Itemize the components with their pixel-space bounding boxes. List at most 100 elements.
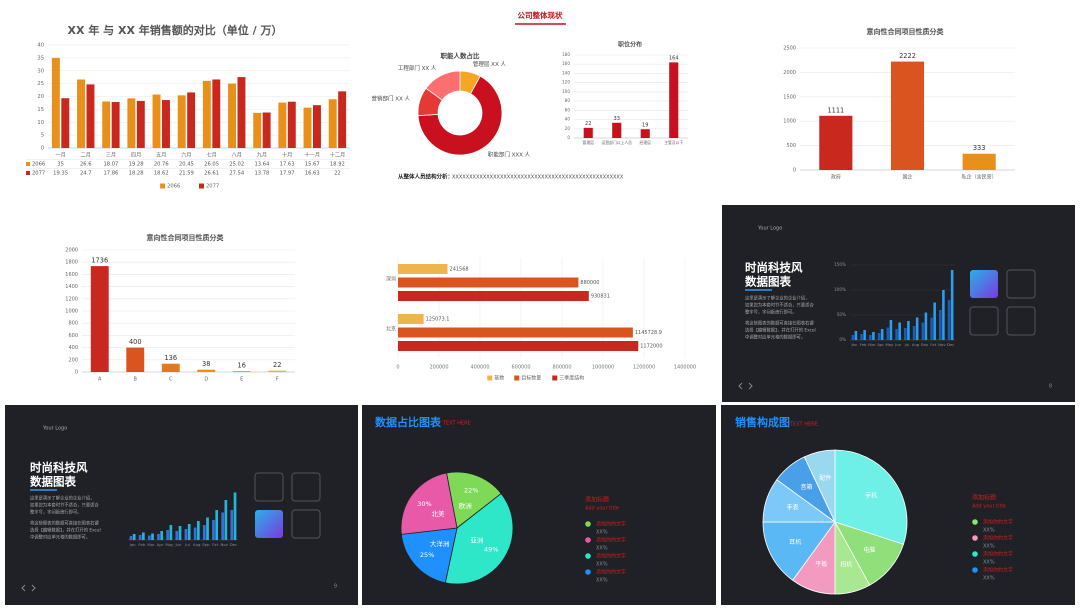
slice-label: 工程部门 XX 人 [398,64,437,72]
slice-label: 手表 [787,504,799,512]
slice-label: 管理层 XX 人 [473,60,507,68]
legend-label: 添加你的文字 [596,569,626,576]
bar [669,62,679,138]
x-tick-label: May [885,342,894,347]
x-tick-label: 管理层 [583,140,595,145]
table-cell: 20.45 [179,162,194,168]
x-tick-label: Aug [193,542,201,547]
legend-label: 添加你的文字 [596,537,626,544]
table-row-label: 2066 [32,162,45,168]
nav-arrow [738,382,743,390]
bar [126,347,145,372]
bar [930,317,933,340]
table-row-label: 2077 [32,171,45,177]
page-number: 9 [334,584,337,590]
chart-title: 销售构成图 [735,415,790,429]
bar [177,95,186,148]
body-text: 这里是演示了解企业的企业介绍， [30,495,94,502]
table-cell: 18.62 [154,171,169,177]
bar [872,332,875,340]
bar [202,80,211,148]
bar [303,107,312,148]
bar [136,100,145,148]
y-tick-label: 40 [37,43,44,49]
x-tick-label: Feb [138,542,145,547]
data-label: 2222 [899,52,916,60]
value-label: 25% [420,551,434,559]
bar [151,533,154,540]
bar [869,335,872,340]
table-cell: 15.67 [305,162,320,168]
y-tick-label: 1500 [783,94,796,100]
table-cell: 18.92 [330,162,345,168]
value-label: 30% [417,500,431,508]
table-cell: 19.35 [53,171,68,177]
bar [890,61,925,170]
y-tick-label: 15 [37,107,44,113]
bar [262,112,271,148]
bar [161,363,180,372]
table-cell: 35 [57,162,64,168]
bar [253,112,262,148]
x-tick-label: Oct [212,542,219,547]
bar [898,322,901,340]
legend-swatch [26,171,30,175]
nav-arrow [21,584,26,592]
body-text: 中调整对应单元格的数据即可。 [745,334,805,341]
bar [233,492,237,540]
bar [287,101,296,148]
bar [942,290,945,340]
legend-label: 添加你的文字 [983,551,1013,558]
x-tick-label: 1400000 [674,365,696,371]
x-tick-label: Oct [930,342,937,347]
bar [860,334,863,340]
bar [398,291,589,301]
data-label: 19 [642,123,648,129]
y-tick-label: 1000 [783,119,796,125]
chart-title: XX 年 与 XX 年销售额的对比（单位 / 万） [68,23,283,37]
table-cell: 17.97 [280,171,295,177]
y-tick-label: 1600 [65,272,78,278]
y-tick-label: 180 [562,52,570,57]
data-label: 22 [585,121,591,127]
table-cell: 21.59 [179,171,194,177]
legend-value: XX% [983,576,995,582]
x-tick-label: C [169,377,173,383]
bar [202,525,206,540]
y-tick-label: 35 [37,55,44,61]
deco-square [291,472,321,502]
bar [90,266,109,372]
x-tick-label: Sep [202,542,210,547]
x-tick-label: 十一月 [304,151,320,159]
nav-arrow [748,382,753,390]
table-cell: 20.76 [154,162,169,168]
bar [206,517,209,540]
y-tick-label: 800 [68,321,78,327]
body-text: 选择【编辑数据】，并在打开的 Excel [745,327,816,334]
bar [212,79,221,148]
table-cell: 24.7 [80,171,92,177]
slice [400,527,458,584]
bar [147,535,151,540]
bar [939,310,942,340]
body-text: 这里是演示了解企业的企业介绍， [745,295,809,302]
x-tick-label: 十二月 [330,151,346,159]
x-tick-label: 0 [396,365,399,371]
legend-subtitle: Add your title [585,506,619,512]
y-tick-label: 80 [565,98,571,103]
bar [947,300,951,340]
slice-label: 职能部门 XXX 人 [488,151,531,159]
x-tick-label: 政府 [831,174,841,181]
legend-value: XX% [983,544,995,550]
bar [921,322,925,340]
bar [904,328,907,340]
chart-title: 意向性合同项目性质分类 [867,27,945,36]
bar [612,122,622,138]
logo: Your Logo [757,226,782,232]
y-tick-label: 5 [41,133,44,139]
slice-label: 相机 [840,561,852,569]
x-tick-label: Mar [868,342,876,347]
y-tick-label: 0 [41,146,44,152]
bar [819,115,853,170]
bar [169,525,173,540]
